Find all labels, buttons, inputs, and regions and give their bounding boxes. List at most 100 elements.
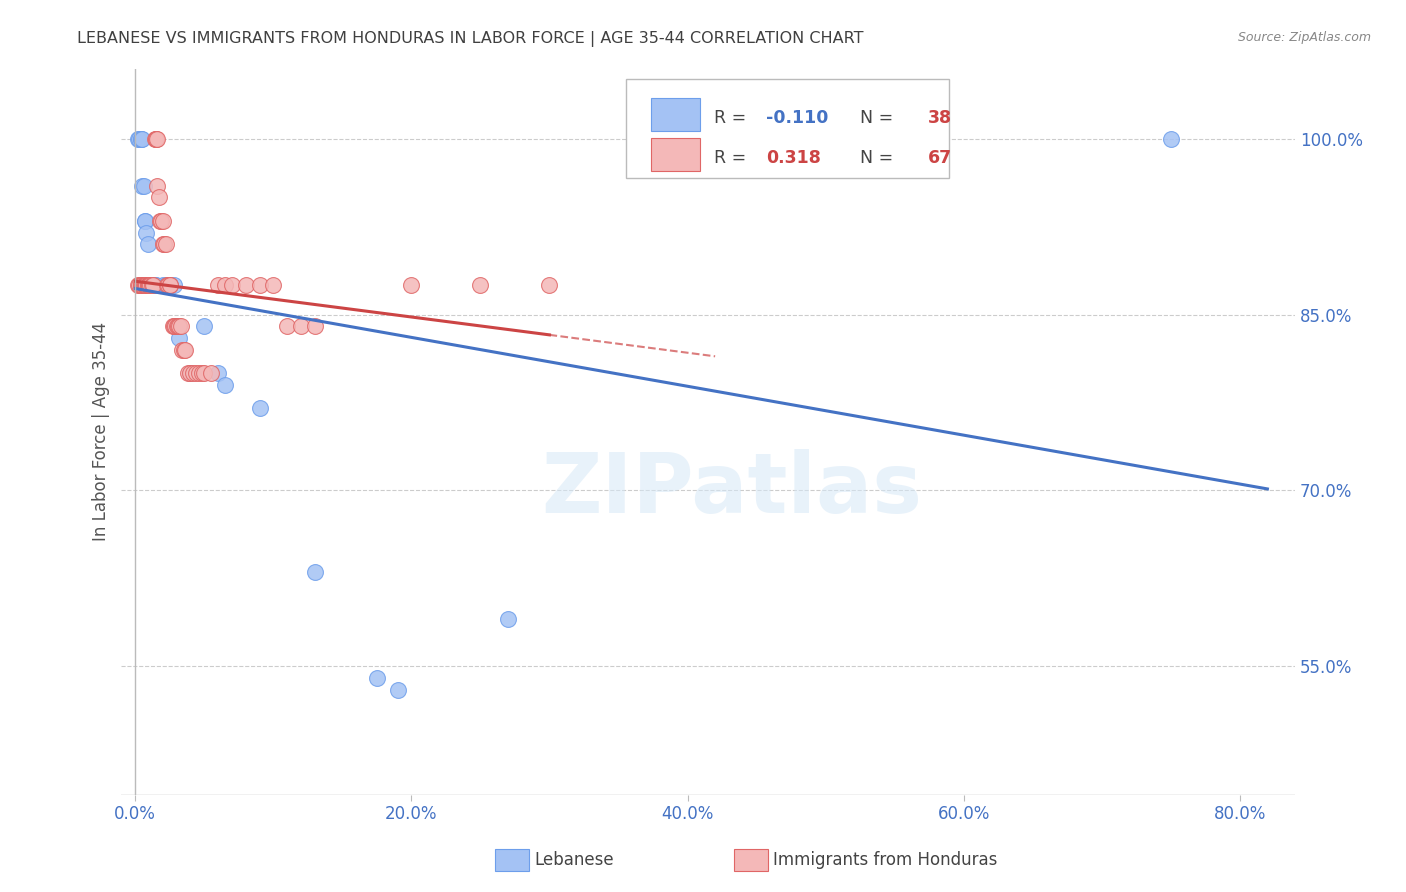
Point <box>138 278 160 293</box>
Point <box>134 214 156 228</box>
Point <box>187 366 209 380</box>
Point <box>304 319 326 334</box>
Point <box>136 278 159 293</box>
Point <box>276 319 298 334</box>
Point <box>145 132 167 146</box>
Point <box>304 566 326 580</box>
Text: R =: R = <box>714 109 752 127</box>
Point <box>134 278 156 293</box>
Point <box>184 366 207 380</box>
Point <box>249 278 271 293</box>
Point <box>200 366 222 380</box>
Point <box>165 319 187 334</box>
Point <box>146 132 169 146</box>
Point <box>152 214 174 228</box>
Point <box>143 278 166 293</box>
Point <box>141 278 163 293</box>
Point <box>138 278 160 293</box>
Point <box>127 132 149 146</box>
Point <box>166 319 188 334</box>
Point <box>128 278 150 293</box>
Point <box>132 278 155 293</box>
Point <box>170 319 193 334</box>
Point <box>134 278 156 293</box>
Point <box>138 278 160 293</box>
Point <box>127 278 149 293</box>
Point <box>169 331 191 345</box>
Text: LEBANESE VS IMMIGRANTS FROM HONDURAS IN LABOR FORCE | AGE 35-44 CORRELATION CHAR: LEBANESE VS IMMIGRANTS FROM HONDURAS IN … <box>77 31 863 47</box>
Point <box>221 278 243 293</box>
Point <box>150 214 173 228</box>
Point <box>207 278 229 293</box>
Point <box>132 178 155 193</box>
Text: 38: 38 <box>928 109 952 127</box>
Point <box>141 278 163 293</box>
Point <box>214 278 236 293</box>
Point <box>145 132 167 146</box>
Point <box>214 378 236 392</box>
Point <box>235 278 257 293</box>
Text: Lebanese: Lebanese <box>534 851 614 869</box>
Point <box>179 366 201 380</box>
Point <box>163 278 186 293</box>
Point <box>131 178 153 193</box>
Point <box>129 132 152 146</box>
Point <box>496 612 519 626</box>
Point <box>136 237 159 252</box>
Text: N =: N = <box>859 149 898 167</box>
Point <box>141 278 163 293</box>
Y-axis label: In Labor Force | Age 35-44: In Labor Force | Age 35-44 <box>93 322 110 541</box>
Point <box>159 278 181 293</box>
Text: Source: ZipAtlas.com: Source: ZipAtlas.com <box>1237 31 1371 45</box>
Point <box>138 278 160 293</box>
Text: 67: 67 <box>928 149 952 167</box>
Point <box>132 278 155 293</box>
Point <box>139 278 162 293</box>
Point <box>135 278 157 293</box>
Point <box>138 278 160 293</box>
Point <box>169 319 191 334</box>
Point <box>143 132 166 146</box>
Point <box>179 366 201 380</box>
Point <box>131 278 153 293</box>
Point <box>470 278 492 293</box>
Point <box>157 278 180 293</box>
Point <box>387 682 409 697</box>
Point <box>135 226 157 240</box>
Point <box>538 278 561 293</box>
Point <box>131 132 153 146</box>
Point <box>181 366 204 380</box>
Point <box>366 671 388 685</box>
Point <box>177 366 200 380</box>
Text: 0.318: 0.318 <box>766 149 821 167</box>
Point <box>149 214 172 228</box>
Point <box>249 401 271 416</box>
FancyBboxPatch shape <box>626 79 949 178</box>
Point <box>262 278 284 293</box>
Text: Immigrants from Honduras: Immigrants from Honduras <box>773 851 998 869</box>
Point <box>131 278 153 293</box>
Point <box>146 178 169 193</box>
Text: -0.110: -0.110 <box>766 109 828 127</box>
Point <box>163 319 186 334</box>
Point <box>162 319 184 334</box>
Point <box>401 278 423 293</box>
Point <box>207 366 229 380</box>
Point <box>136 278 159 293</box>
Point <box>128 132 150 146</box>
Point <box>159 278 181 293</box>
Point <box>172 343 194 357</box>
Point <box>166 319 188 334</box>
Point <box>145 278 167 293</box>
Point <box>142 278 165 293</box>
Point <box>153 237 176 252</box>
Point <box>129 278 152 293</box>
Point <box>1160 132 1182 146</box>
Point <box>138 278 160 293</box>
Point <box>193 319 215 334</box>
Point <box>174 343 197 357</box>
Text: ZIPatlas: ZIPatlas <box>541 450 922 531</box>
Point <box>159 278 181 293</box>
Point <box>155 237 177 252</box>
Point <box>155 278 177 293</box>
